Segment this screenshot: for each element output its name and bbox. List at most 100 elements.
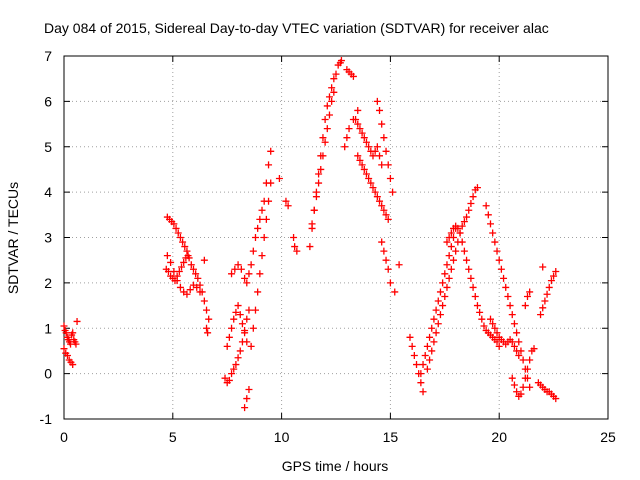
data-point [325,111,333,119]
data-point [63,351,71,359]
data-point [345,125,353,133]
data-point [467,274,475,282]
data-point [504,292,512,300]
data-point [456,229,464,237]
data-point [258,206,266,214]
y-tick-label: 0 [44,366,52,382]
y-tick-label: 4 [44,184,52,200]
data-point [249,247,257,255]
data-point [258,252,266,260]
data-point [60,345,68,353]
data-point [356,156,364,164]
data-point [408,342,416,350]
data-point [380,134,388,142]
data-point [428,324,436,332]
data-point [186,286,194,294]
data-point [439,302,447,310]
x-tick-label: 10 [274,429,290,445]
data-point [476,308,484,316]
data-point [196,288,204,296]
data-point [241,274,249,282]
data-point [265,197,273,205]
data-point [254,224,262,232]
data-point [441,270,449,278]
data-point [328,97,336,105]
data-point [413,361,421,369]
data-point [447,229,455,237]
data-point [467,199,475,207]
data-point [360,134,368,142]
data-point [367,179,375,187]
data-point [243,395,251,403]
data-point [282,197,290,205]
data-point [493,247,501,255]
data-point [539,263,547,271]
data-point [254,288,262,296]
data-point [463,256,471,264]
data-point [192,270,200,278]
data-point [521,374,529,382]
data-point [469,283,477,291]
data-point [421,351,429,359]
data-point [60,322,68,330]
data-point [238,320,246,328]
data-point [243,338,251,346]
data-point [460,218,468,226]
data-point [465,265,473,273]
x-tick-label: 0 [60,429,68,445]
data-point [489,229,497,237]
data-point [241,404,249,412]
data-point [423,342,431,350]
data-point [378,120,386,128]
y-axis-label: SDTVAR / TECUs [5,182,21,294]
data-point [443,238,451,246]
data-point [170,268,178,276]
data-point [382,256,390,264]
data-point [482,202,490,210]
data-point [510,381,518,389]
data-point [523,292,531,300]
data-point [319,152,327,160]
data-point [341,143,349,151]
data-point [234,302,242,310]
data-point [328,84,336,92]
data-point [384,161,392,169]
data-point [497,265,505,273]
data-point [349,72,357,80]
data-point [184,252,192,260]
data-point [478,315,486,323]
data-point [243,315,251,323]
data-point [426,333,434,341]
x-tick-label: 20 [491,429,507,445]
data-point [72,340,80,348]
x-tick-label: 5 [169,429,177,445]
data-point [365,175,373,183]
data-point [521,302,529,310]
data-point [428,347,436,355]
data-point [247,261,255,269]
data-point [473,184,481,192]
data-point [486,220,494,228]
data-point [378,161,386,169]
data-point [495,256,503,264]
data-point [523,365,531,373]
data-point [373,97,381,105]
data-point [290,234,298,241]
y-tick-label: -1 [40,411,53,427]
data-point [419,388,427,396]
data-point [434,320,442,328]
data-point [489,320,497,328]
data-point [502,283,510,291]
data-point [251,234,259,241]
y-tick-label: 3 [44,230,52,246]
data-point [552,268,560,276]
data-point [515,351,523,359]
data-point [230,365,238,373]
axes: 0 5 10 15 20 25 -1 0 1 2 3 4 5 6 7 [40,48,616,445]
data-point [543,290,551,298]
data-point [519,383,527,391]
data-point [447,265,455,273]
data-point [445,234,453,241]
data-point [513,329,521,337]
